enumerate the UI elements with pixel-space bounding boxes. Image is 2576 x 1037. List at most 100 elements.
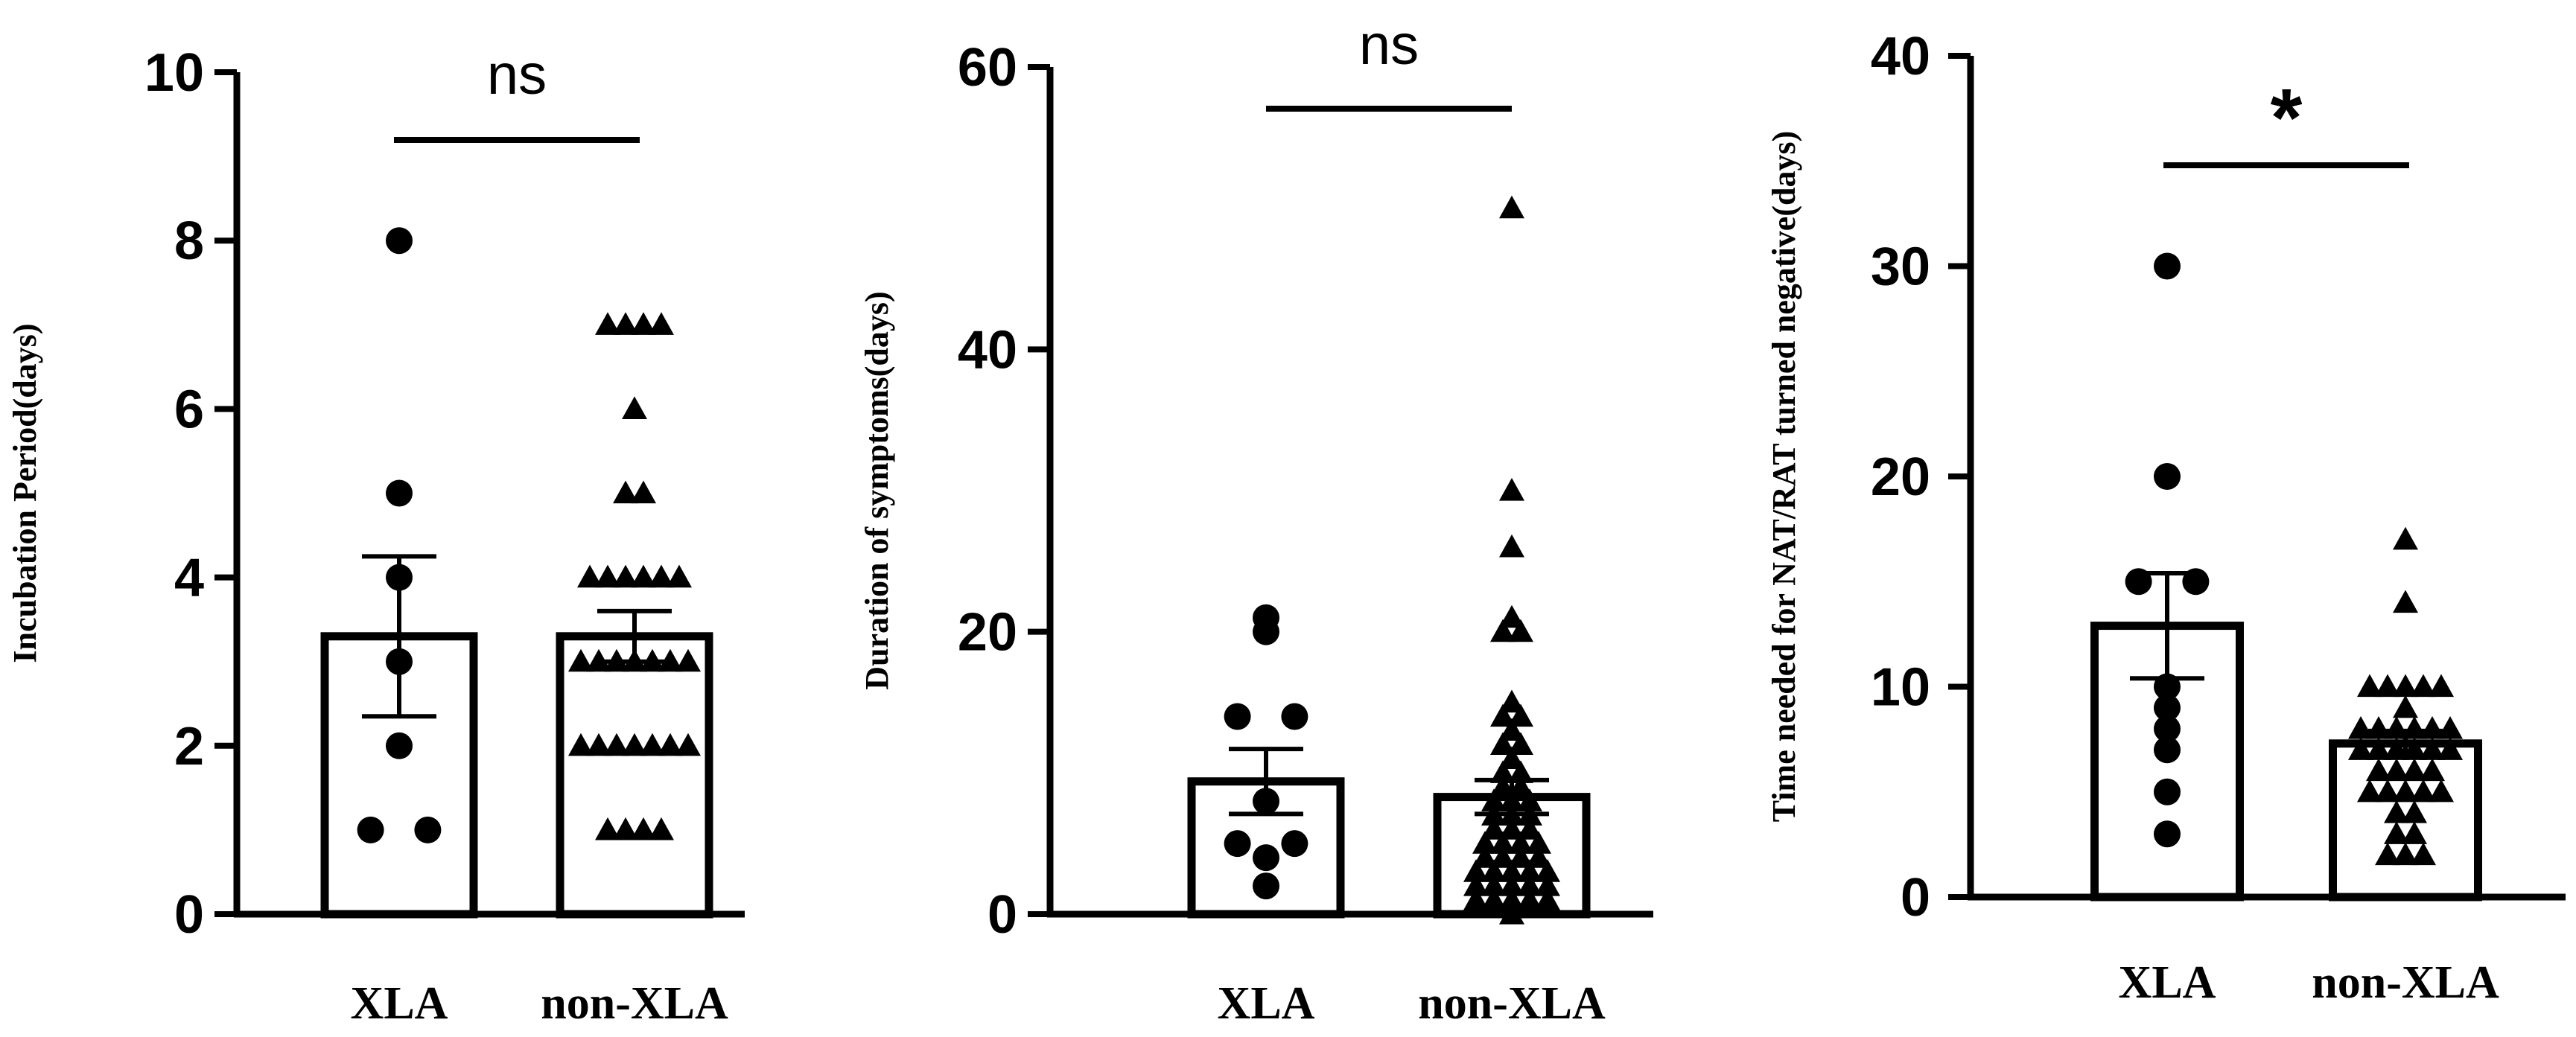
y-tick-label: 10 [144, 43, 204, 103]
data-point [1472, 845, 1498, 868]
data-point [1535, 873, 1560, 896]
data-point [2384, 800, 2409, 823]
y-tick-label: 8 [174, 211, 204, 271]
data-point [2429, 779, 2454, 803]
data-point [1508, 760, 1533, 783]
data-point [2411, 779, 2436, 803]
data-point [613, 312, 638, 335]
y-tick-label: 40 [958, 320, 1017, 380]
data-point [1253, 872, 1279, 900]
data-point [2125, 568, 2152, 596]
data-point [2437, 716, 2463, 739]
data-point [604, 733, 629, 756]
data-point [386, 479, 413, 507]
data-point [1281, 703, 1308, 730]
data-point [1535, 887, 1560, 910]
data-point [1517, 788, 1542, 811]
data-point [1517, 859, 1542, 882]
data-point [577, 564, 602, 588]
data-point [2366, 737, 2391, 760]
data-point [1499, 859, 1524, 882]
y-axis-title: Incubation Period(days) [7, 324, 43, 663]
data-point [595, 817, 620, 840]
data-point [1463, 859, 1489, 882]
data-point [1517, 803, 1542, 826]
data-point [2393, 674, 2418, 698]
data-point [1463, 873, 1489, 896]
data-point [2420, 737, 2445, 760]
data-point [595, 564, 620, 588]
data-point [2393, 590, 2418, 613]
data-point [1253, 844, 1279, 872]
data-point [2366, 716, 2391, 739]
data-point [1490, 760, 1516, 783]
data-point [1499, 534, 1524, 558]
data-point [386, 732, 413, 759]
data-point [357, 816, 384, 843]
data-point [2154, 463, 2181, 490]
data-point [640, 648, 665, 672]
x-category-label: XLA [2119, 957, 2216, 1008]
data-point [1490, 774, 1516, 797]
data-point [414, 816, 442, 843]
data-point [1253, 788, 1279, 815]
data-point [1508, 774, 1533, 797]
data-point [1526, 845, 1551, 868]
data-point [1224, 703, 1251, 730]
data-point [2429, 674, 2454, 698]
data-point [622, 648, 647, 672]
data-point [2375, 779, 2400, 803]
data-point [613, 817, 638, 840]
data-point [675, 648, 701, 672]
y-tick-label: 60 [958, 38, 1017, 98]
data-point [667, 564, 692, 588]
y-tick-label: 20 [1871, 447, 1930, 507]
data-point [2154, 694, 2181, 721]
data-point [1508, 831, 1533, 854]
x-category-label: non-XLA [541, 978, 728, 1029]
data-point [1463, 887, 1489, 910]
panel-time-to-negative: 0 10 20 30 40 Time needed for NAT/RAT turned … [1766, 27, 2566, 1008]
panel-duration-of-symptoms: 0 20 40 60 Duration of symptoms(days) XLA non-… [859, 13, 1653, 1029]
data-point [386, 564, 413, 591]
y-tick-label: 20 [958, 603, 1017, 663]
y-tick-label: 0 [174, 885, 204, 945]
data-point [1490, 619, 1516, 642]
data-point [2384, 758, 2409, 782]
data-point [586, 733, 611, 756]
data-point [2154, 820, 2181, 848]
data-point [2357, 674, 2382, 698]
data-point [2154, 736, 2181, 764]
data-point [1508, 619, 1533, 642]
data-point [2375, 842, 2400, 866]
data-point [1281, 830, 1308, 858]
data-point [1499, 689, 1524, 713]
data-point [658, 648, 683, 672]
data-point [649, 817, 674, 840]
data-point [568, 648, 594, 672]
significance-label: * [2271, 72, 2303, 164]
data-point [675, 733, 701, 756]
data-point [1499, 478, 1524, 501]
data-point [1499, 803, 1524, 826]
data-point [2348, 737, 2373, 760]
x-category-label: non-XLA [2312, 957, 2499, 1008]
data-point [1481, 859, 1507, 882]
data-point [613, 480, 638, 504]
data-point [2375, 674, 2400, 698]
data-point [1499, 873, 1524, 896]
data-point [631, 480, 656, 504]
data-point [1526, 831, 1551, 854]
data-point [2154, 778, 2181, 805]
data-point [604, 648, 629, 672]
data-point [1535, 859, 1560, 882]
data-point [1490, 831, 1516, 854]
data-point [631, 564, 656, 588]
x-category-label: XLA [1218, 978, 1315, 1029]
x-category-label: XLA [351, 978, 448, 1029]
data-point [386, 227, 413, 255]
data-point [2384, 716, 2409, 739]
panel-incubation-period: 0 2 4 6 8 10 Incubation Period(days) XLA non-XLA… [7, 43, 745, 1029]
x-category-label: non-XLA [1418, 978, 1606, 1029]
data-point [631, 817, 656, 840]
